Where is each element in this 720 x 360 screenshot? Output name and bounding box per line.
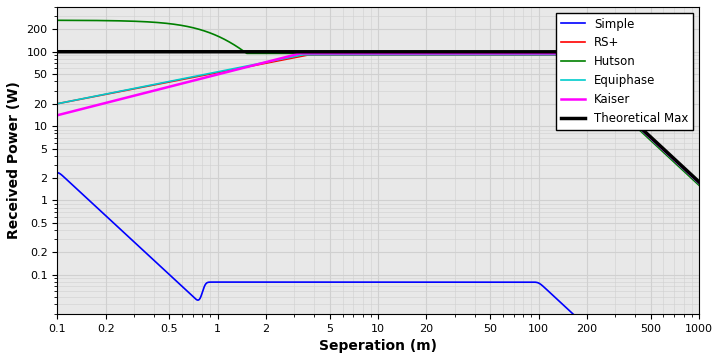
Equiphase bbox=[298, 53, 307, 57]
Hutson bbox=[580, 77, 589, 82]
RS+ bbox=[470, 53, 479, 57]
Hutson bbox=[470, 51, 479, 55]
Kaiser bbox=[470, 51, 479, 55]
Equiphase bbox=[170, 78, 179, 83]
Hutson bbox=[53, 18, 62, 22]
Line: Theoretical Max: Theoretical Max bbox=[58, 52, 699, 182]
Hutson bbox=[170, 22, 179, 26]
Theoretical Max bbox=[470, 50, 479, 54]
Line: Simple: Simple bbox=[58, 173, 699, 360]
Simple bbox=[298, 280, 307, 284]
Theoretical Max bbox=[53, 50, 62, 54]
Equiphase bbox=[299, 53, 307, 57]
RS+ bbox=[53, 102, 62, 106]
Hutson bbox=[695, 183, 703, 188]
Line: Kaiser: Kaiser bbox=[58, 53, 699, 183]
RS+ bbox=[302, 53, 311, 57]
Simple bbox=[532, 280, 541, 284]
Simple bbox=[170, 277, 179, 281]
X-axis label: Seperation (m): Seperation (m) bbox=[319, 339, 437, 353]
Kaiser bbox=[53, 113, 62, 117]
Theoretical Max bbox=[438, 50, 446, 54]
Equiphase bbox=[470, 53, 479, 57]
RS+ bbox=[298, 54, 307, 58]
Simple bbox=[580, 323, 589, 327]
Equiphase bbox=[695, 181, 703, 186]
Theoretical Max bbox=[532, 50, 541, 54]
Hutson bbox=[438, 51, 446, 55]
Kaiser bbox=[695, 181, 703, 185]
RS+ bbox=[695, 181, 703, 186]
Simple bbox=[470, 280, 479, 284]
Equiphase bbox=[53, 102, 62, 106]
Legend: Simple, RS+, Hutson, Equiphase, Kaiser, Theoretical Max: Simple, RS+, Hutson, Equiphase, Kaiser, … bbox=[557, 13, 693, 130]
Equiphase bbox=[532, 53, 541, 57]
Equiphase bbox=[438, 53, 446, 57]
Simple bbox=[53, 171, 62, 175]
Simple bbox=[438, 280, 446, 284]
Kaiser bbox=[170, 84, 179, 88]
Equiphase bbox=[581, 76, 590, 80]
Kaiser bbox=[438, 51, 446, 55]
Theoretical Max bbox=[170, 50, 179, 54]
Theoretical Max bbox=[298, 50, 307, 54]
Theoretical Max bbox=[580, 74, 589, 78]
RS+ bbox=[438, 53, 446, 57]
RS+ bbox=[170, 79, 179, 83]
Kaiser bbox=[581, 75, 590, 79]
Theoretical Max bbox=[695, 180, 703, 184]
Kaiser bbox=[296, 51, 305, 55]
Line: RS+: RS+ bbox=[58, 55, 699, 184]
Kaiser bbox=[298, 51, 307, 55]
Hutson bbox=[532, 51, 541, 56]
Hutson bbox=[298, 51, 307, 55]
Line: Equiphase: Equiphase bbox=[58, 55, 699, 184]
RS+ bbox=[581, 76, 590, 80]
Line: Hutson: Hutson bbox=[58, 20, 699, 185]
RS+ bbox=[532, 53, 541, 57]
Kaiser bbox=[532, 51, 541, 55]
Y-axis label: Received Power (W): Received Power (W) bbox=[7, 81, 21, 239]
